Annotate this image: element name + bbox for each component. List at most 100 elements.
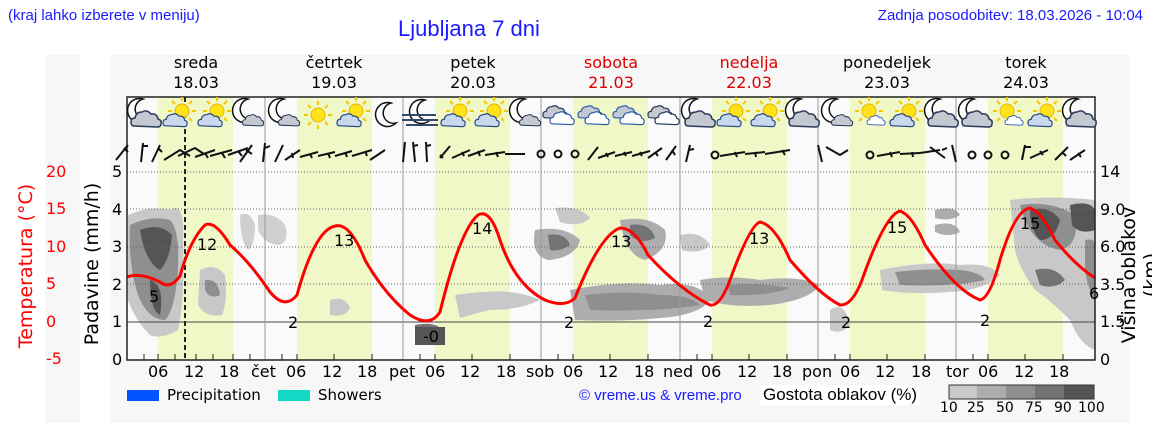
region-hint-link[interactable]: (kraj lahko izberete v meniju) (8, 7, 200, 24)
day-header: ponedeljek 23.03 (818, 53, 956, 93)
temperature-tick: 0 (46, 312, 57, 331)
day-date: 23.03 (864, 73, 910, 92)
showers-swatch (278, 390, 310, 401)
hour-label: 12 (875, 362, 896, 381)
temp-label: 14 (472, 219, 492, 238)
hour-label: 06 (563, 362, 584, 381)
hour-label: 18 (911, 362, 932, 381)
temperature-tick: 10 (46, 237, 67, 256)
day-header-weekend: nedelja 22.03 (680, 53, 818, 93)
day-date: 22.03 (726, 73, 772, 92)
day-name: petek (450, 53, 496, 72)
day-name: ponedeljek (843, 53, 931, 72)
temperature-tick: 5 (46, 274, 57, 293)
cloud-height-tick: 0 (1100, 350, 1111, 369)
hour-label: 06 (701, 362, 722, 381)
day-short-label: tor (946, 362, 969, 381)
day-date: 20.03 (450, 73, 496, 92)
day-date: 19.03 (311, 73, 357, 92)
precip-tick: 0 (112, 350, 123, 369)
temp-label: 2 (980, 311, 990, 330)
day-date: 21.03 (588, 73, 634, 92)
cloud-density-label: Gostota oblakov (%) (760, 385, 921, 405)
cloud-density-legend-bar (948, 384, 1095, 400)
hour-label: 12 (737, 362, 758, 381)
hour-label: 12 (322, 362, 343, 381)
page-title: Ljubljana 7 dni (398, 16, 540, 41)
hour-label: 12 (598, 362, 619, 381)
hour-label: 18 (634, 362, 655, 381)
hour-label: 18 (772, 362, 793, 381)
day-name: sreda (173, 53, 219, 72)
hour-label: 18 (357, 362, 378, 381)
temperature-tick: 20 (46, 162, 67, 181)
cloud-density-map (128, 197, 1095, 350)
moon-fog-icon (402, 98, 438, 126)
temperature-tick: -5 (46, 349, 62, 368)
day-headers: sreda 18.03 četrtek 19.03 petek 20.03 so… (127, 53, 1095, 95)
cloud-height-tick: 14 (1100, 162, 1121, 181)
hour-ticks (143, 354, 1064, 360)
day-header: torek 24.03 (957, 53, 1095, 93)
cloud-height-tick: 9.0 (1100, 200, 1126, 219)
temp-label: 2 (841, 313, 851, 332)
hour-label: 06 (425, 362, 446, 381)
day-header: petek 20.03 (404, 53, 542, 93)
day-date: 18.03 (173, 73, 219, 92)
precip-tick: 3 (112, 237, 123, 256)
day-name: nedelja (719, 53, 779, 72)
temperature-line (126, 206, 1096, 323)
showers-legend-label: Showers (318, 386, 382, 404)
cloud-density-tick: 10 (940, 400, 958, 416)
cloud-density-tick: 100 (1078, 400, 1105, 416)
weather-icons (126, 96, 1097, 130)
last-update: Zadnja posodobitev: 18.03.2026 - 10:04 (877, 7, 1143, 24)
plot-frame (126, 96, 1096, 361)
precipitation-swatch (127, 390, 159, 401)
hour-label: 12 (1014, 362, 1035, 381)
temp-label: 2 (564, 313, 574, 332)
cloud-density-tick: 90 (1054, 400, 1072, 416)
x-axis-labels: 06 12 18 čet 06 12 18 pet 06 12 18 sob 0… (127, 362, 1095, 382)
day-header-weekend: sobota 21.03 (542, 53, 680, 93)
precip-tick: 5 (112, 162, 123, 181)
day-separators (264, 97, 957, 360)
temperature-axis-panel (45, 55, 80, 423)
hour-label: 06 (286, 362, 307, 381)
grid-lines (127, 171, 1095, 285)
day-name: sobota (583, 53, 639, 72)
day-name: torek (1005, 53, 1047, 72)
hour-label: 12 (184, 362, 205, 381)
temp-label: 13 (334, 231, 354, 250)
cloud-height-tick: 1.5 (1100, 312, 1126, 331)
precipitation-legend-label: Precipitation (167, 386, 261, 404)
temp-label: 13 (749, 229, 769, 248)
temperature-annotations: 5 12 2 13 -0 14 2 13 2 13 2 15 2 15 6 (149, 214, 1099, 346)
copyright-link[interactable]: © vreme.us & vreme.pro (579, 387, 742, 404)
hour-label: 18 (496, 362, 517, 381)
precip-tick: 1 (112, 312, 123, 331)
temp-label: 2 (288, 313, 298, 332)
cloud-density-tick: 25 (967, 400, 985, 416)
temp-label: 15 (887, 218, 907, 237)
day-header: četrtek 19.03 (265, 53, 403, 93)
temp-label: 2 (703, 312, 713, 331)
hour-label: 06 (840, 362, 861, 381)
temp-label: 13 (611, 232, 631, 251)
day-short-label: sob (526, 362, 555, 381)
temp-label: 5 (149, 287, 159, 306)
day-short-label: čet (251, 362, 276, 381)
hour-label: 18 (1049, 362, 1070, 381)
temp-label: 6 (1089, 284, 1099, 303)
temp-label: -0 (423, 327, 439, 346)
hour-label: 06 (978, 362, 999, 381)
day-short-label: pet (389, 362, 416, 381)
temp-label: 12 (197, 235, 217, 254)
cloud-height-tick: 6.0 (1100, 237, 1126, 256)
day-header: sreda 18.03 (127, 53, 265, 93)
hour-label: 12 (460, 362, 481, 381)
precip-tick: 4 (112, 200, 123, 219)
temp-label: 15 (1020, 214, 1040, 233)
temperature-tick: 15 (46, 199, 67, 218)
